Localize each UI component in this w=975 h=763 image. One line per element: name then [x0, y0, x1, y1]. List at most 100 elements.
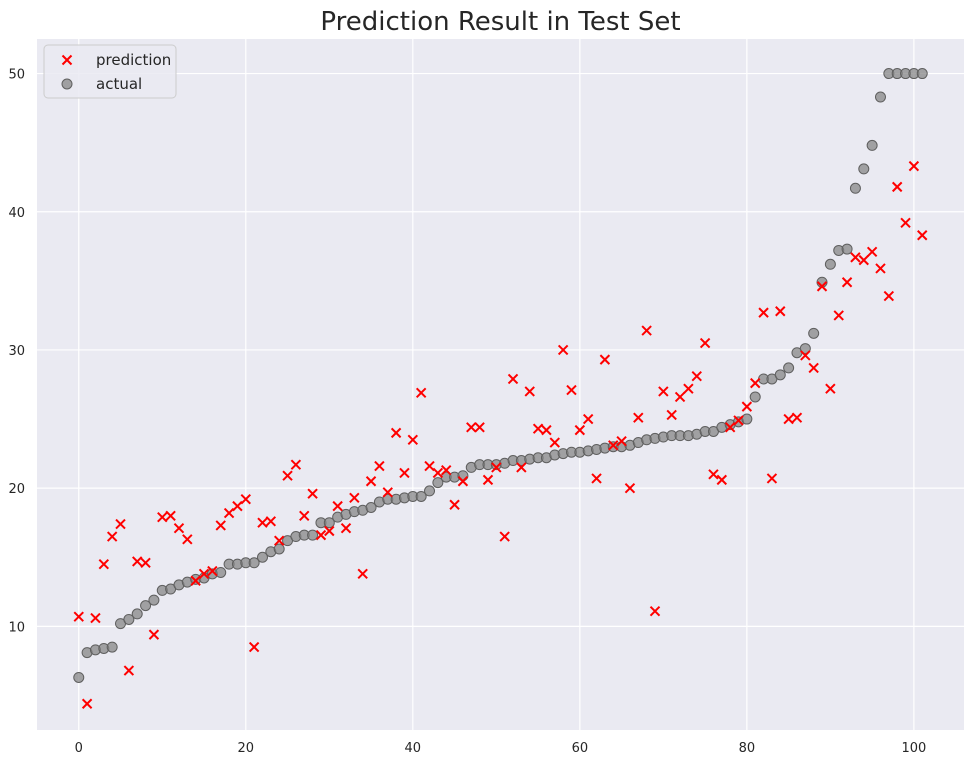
- x-mark-stroke: [415, 387, 427, 398]
- prediction-point: [424, 460, 435, 472]
- prediction-point: [691, 371, 702, 382]
- x-mark-stroke: [257, 517, 268, 528]
- prediction-point: [466, 422, 477, 433]
- actual-point: [323, 517, 335, 529]
- legend-circle-marker: [61, 78, 73, 90]
- prediction-point: [165, 510, 176, 521]
- x-mark-stroke: [232, 500, 243, 512]
- prediction-point: [891, 181, 903, 193]
- prediction-point: [282, 470, 293, 481]
- x-mark-stroke: [549, 437, 560, 448]
- actual-point: [424, 485, 436, 497]
- y-tick-label: 10: [8, 620, 25, 635]
- prediction-point: [81, 698, 93, 709]
- actual-point: [824, 258, 836, 270]
- x-mark-stroke: [315, 529, 327, 541]
- x-mark-stroke: [115, 518, 126, 530]
- prediction-point: [624, 482, 636, 494]
- prediction-point: [374, 460, 385, 472]
- prediction-point: [399, 467, 410, 479]
- x-mark-stroke: [449, 499, 460, 510]
- prediction-point: [198, 568, 210, 580]
- prediction-point: [549, 437, 560, 448]
- prediction-point: [566, 384, 577, 396]
- prediction-point: [90, 612, 101, 624]
- prediction-point: [649, 605, 661, 617]
- x-mark-stroke: [750, 377, 761, 389]
- x-mark-stroke: [666, 409, 677, 421]
- x-mark-stroke: [123, 665, 135, 676]
- x-mark-stroke: [148, 629, 160, 640]
- x-tick-label: 40: [405, 741, 422, 756]
- actual-point: [799, 343, 811, 355]
- prediction-point: [591, 473, 602, 484]
- x-mark-stroke: [491, 462, 502, 473]
- x-mark-stroke: [783, 413, 794, 425]
- prediction-point: [357, 568, 368, 580]
- x-mark-stroke: [616, 435, 627, 447]
- actual-point: [874, 91, 886, 103]
- prediction-point: [900, 217, 911, 229]
- prediction-point: [850, 252, 861, 263]
- prediction-point: [658, 386, 669, 397]
- x-mark-stroke: [265, 516, 277, 527]
- x-mark-stroke: [766, 473, 778, 484]
- x-mark-stroke: [407, 434, 419, 445]
- x-mark-stroke: [190, 575, 201, 586]
- prediction-point: [273, 535, 285, 546]
- prediction-point: [557, 344, 569, 356]
- x-mark-stroke: [441, 464, 452, 476]
- x-mark-stroke: [691, 371, 702, 382]
- prediction-point: [215, 520, 226, 531]
- x-mark-stroke: [683, 383, 694, 394]
- x-mark-stroke: [608, 440, 619, 451]
- prediction-point: [190, 575, 201, 586]
- prediction-point: [332, 500, 343, 512]
- actual-point: [248, 557, 260, 569]
- prediction-point: [674, 391, 686, 403]
- x-mark-stroke: [399, 467, 410, 479]
- actual-point: [106, 641, 118, 653]
- x-mark-stroke: [775, 306, 786, 317]
- legend-actual-marker: [61, 78, 73, 90]
- actual-point: [916, 68, 928, 80]
- actual-point: [140, 600, 152, 612]
- x-mark-stroke: [724, 422, 736, 433]
- prediction-point: [457, 476, 469, 487]
- prediction-point: [299, 510, 310, 521]
- x-mark-stroke: [708, 469, 719, 480]
- plot-area: [37, 39, 964, 730]
- x-mark-stroke: [633, 412, 644, 423]
- x-mark-stroke: [73, 611, 84, 622]
- x-mark-stroke: [248, 641, 260, 653]
- prediction-point: [499, 531, 510, 542]
- x-mark-stroke: [157, 511, 168, 523]
- actual-point: [432, 477, 444, 489]
- x-mark-stroke: [566, 384, 577, 396]
- prediction-point: [148, 629, 160, 640]
- x-mark-stroke: [908, 160, 920, 172]
- prediction-point: [733, 415, 744, 426]
- x-mark-stroke: [499, 531, 510, 542]
- y-tick-label: 50: [8, 68, 25, 83]
- x-mark-stroke: [299, 510, 310, 521]
- x-mark-stroke: [850, 252, 861, 263]
- actual-series: [73, 68, 928, 683]
- x-mark-stroke: [866, 246, 878, 258]
- prediction-point: [140, 557, 151, 568]
- x-mark-stroke: [324, 525, 335, 537]
- x-mark-stroke: [541, 424, 552, 436]
- x-tick-label: 80: [739, 741, 756, 756]
- prediction-point: [432, 467, 444, 479]
- x-mark-stroke: [106, 531, 118, 542]
- x-mark-stroke: [357, 568, 368, 580]
- prediction-point: [574, 424, 586, 436]
- legend-box: [43, 44, 177, 99]
- x-mark-stroke: [432, 467, 444, 479]
- x-mark-stroke: [374, 460, 385, 472]
- x-mark-stroke: [883, 290, 895, 302]
- actual-point: [858, 163, 870, 175]
- x-mark-stroke: [223, 507, 235, 519]
- x-mark-stroke: [791, 412, 803, 423]
- x-mark-stroke: [808, 362, 819, 374]
